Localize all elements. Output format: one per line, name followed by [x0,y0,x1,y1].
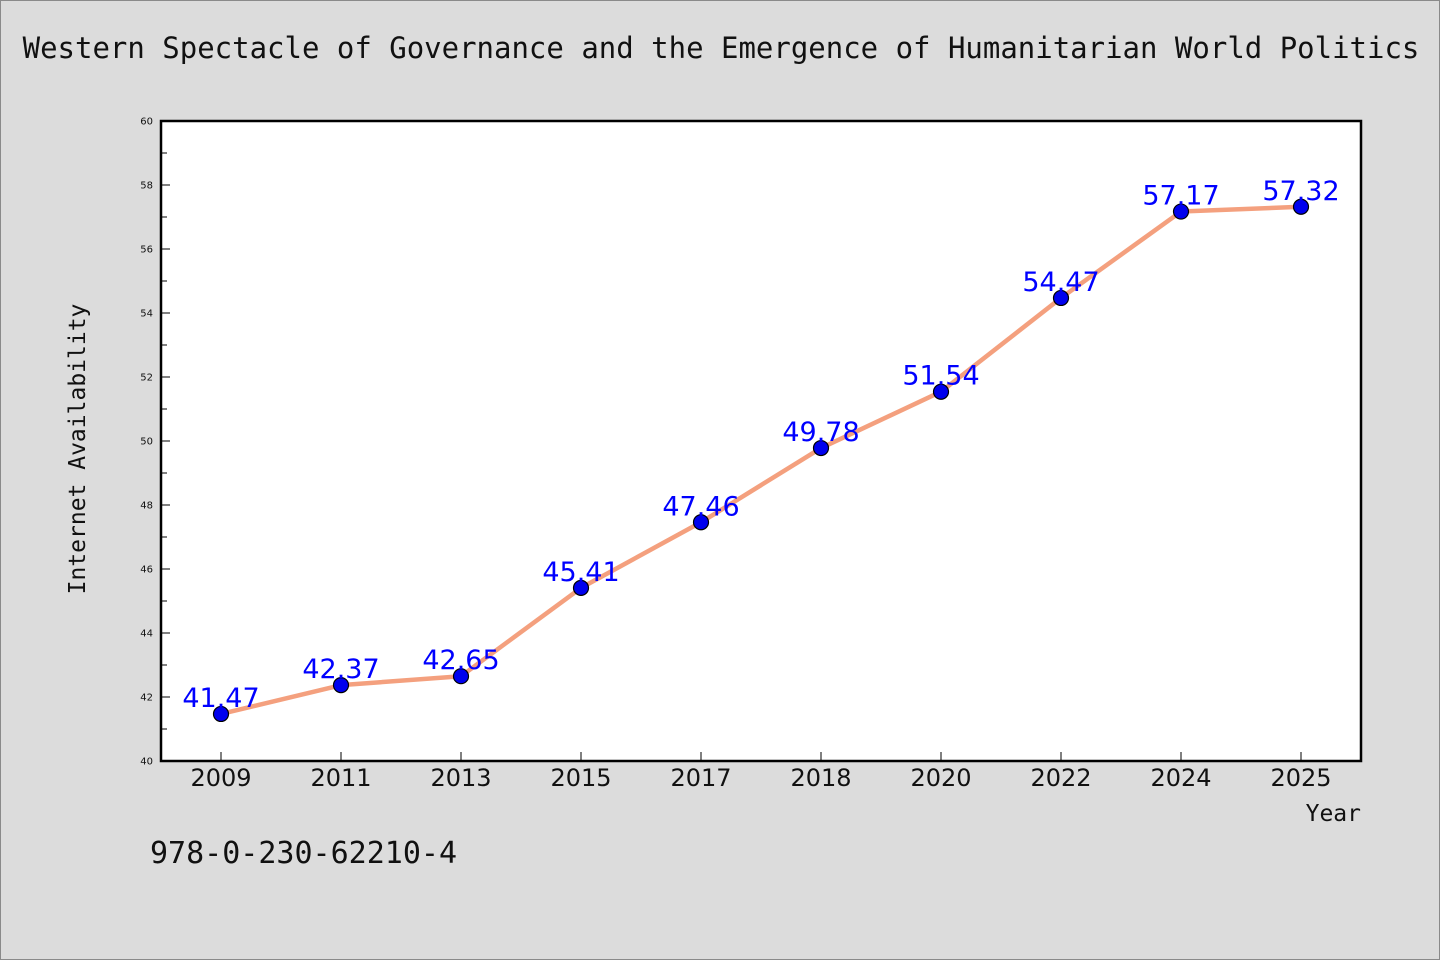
data-point [1292,198,1310,215]
data-label: 42.65 [422,645,499,676]
data-point [572,579,590,596]
y-tick-label: 58 [140,181,153,192]
x-tick-label: 2009 [190,764,251,792]
data-label: 57.17 [1142,181,1219,212]
x-axis-label: Year [1306,801,1361,827]
x-tick-label: 2013 [430,764,491,792]
chart-title: Western Spectacle of Governance and the … [22,31,1420,65]
y-axis-label: Internet Availability [65,304,91,595]
x-tick-label: 2011 [310,764,371,792]
x-tick-label: 2025 [1270,764,1331,792]
x-tick-label: 2015 [550,764,611,792]
data-point [1172,203,1190,220]
data-label: 51.54 [902,361,979,392]
data-label: 57.32 [1262,176,1339,207]
y-tick-label: 44 [140,629,153,640]
x-tick-label: 2022 [1030,764,1091,792]
y-tick-label: 52 [140,373,153,384]
data-label: 47.46 [662,491,739,522]
series-line [218,204,1304,717]
y-tick-label: 56 [140,245,153,256]
data-label: 54.47 [1022,267,1099,298]
y-tick-label: 60 [140,117,153,128]
y-tick-label: 46 [140,565,153,576]
data-point [692,514,710,531]
y-tick-label: 54 [140,309,153,320]
y-tick-label: 48 [140,501,153,512]
data-label: 41.47 [182,683,259,714]
data-label: 45.41 [542,557,619,588]
x-tick-label: 2024 [1150,764,1211,792]
y-tick-label: 40 [140,757,153,768]
data-point [452,668,470,685]
data-point [932,383,950,400]
data-label: 42.37 [302,654,379,685]
isbn-code: 978-0-230-62210-4 [150,836,458,871]
x-tick-label: 2018 [790,764,851,792]
y-tick-label: 50 [140,437,153,448]
data-point [332,677,350,694]
data-point [212,705,230,723]
plot-frame [159,119,1363,763]
data-label: 49.78 [782,417,859,448]
x-tick-label: 2017 [670,764,731,792]
y-tick-label: 42 [140,693,153,704]
x-tick-label: 2020 [910,764,971,792]
data-point [1052,289,1070,307]
data-point [812,439,830,457]
